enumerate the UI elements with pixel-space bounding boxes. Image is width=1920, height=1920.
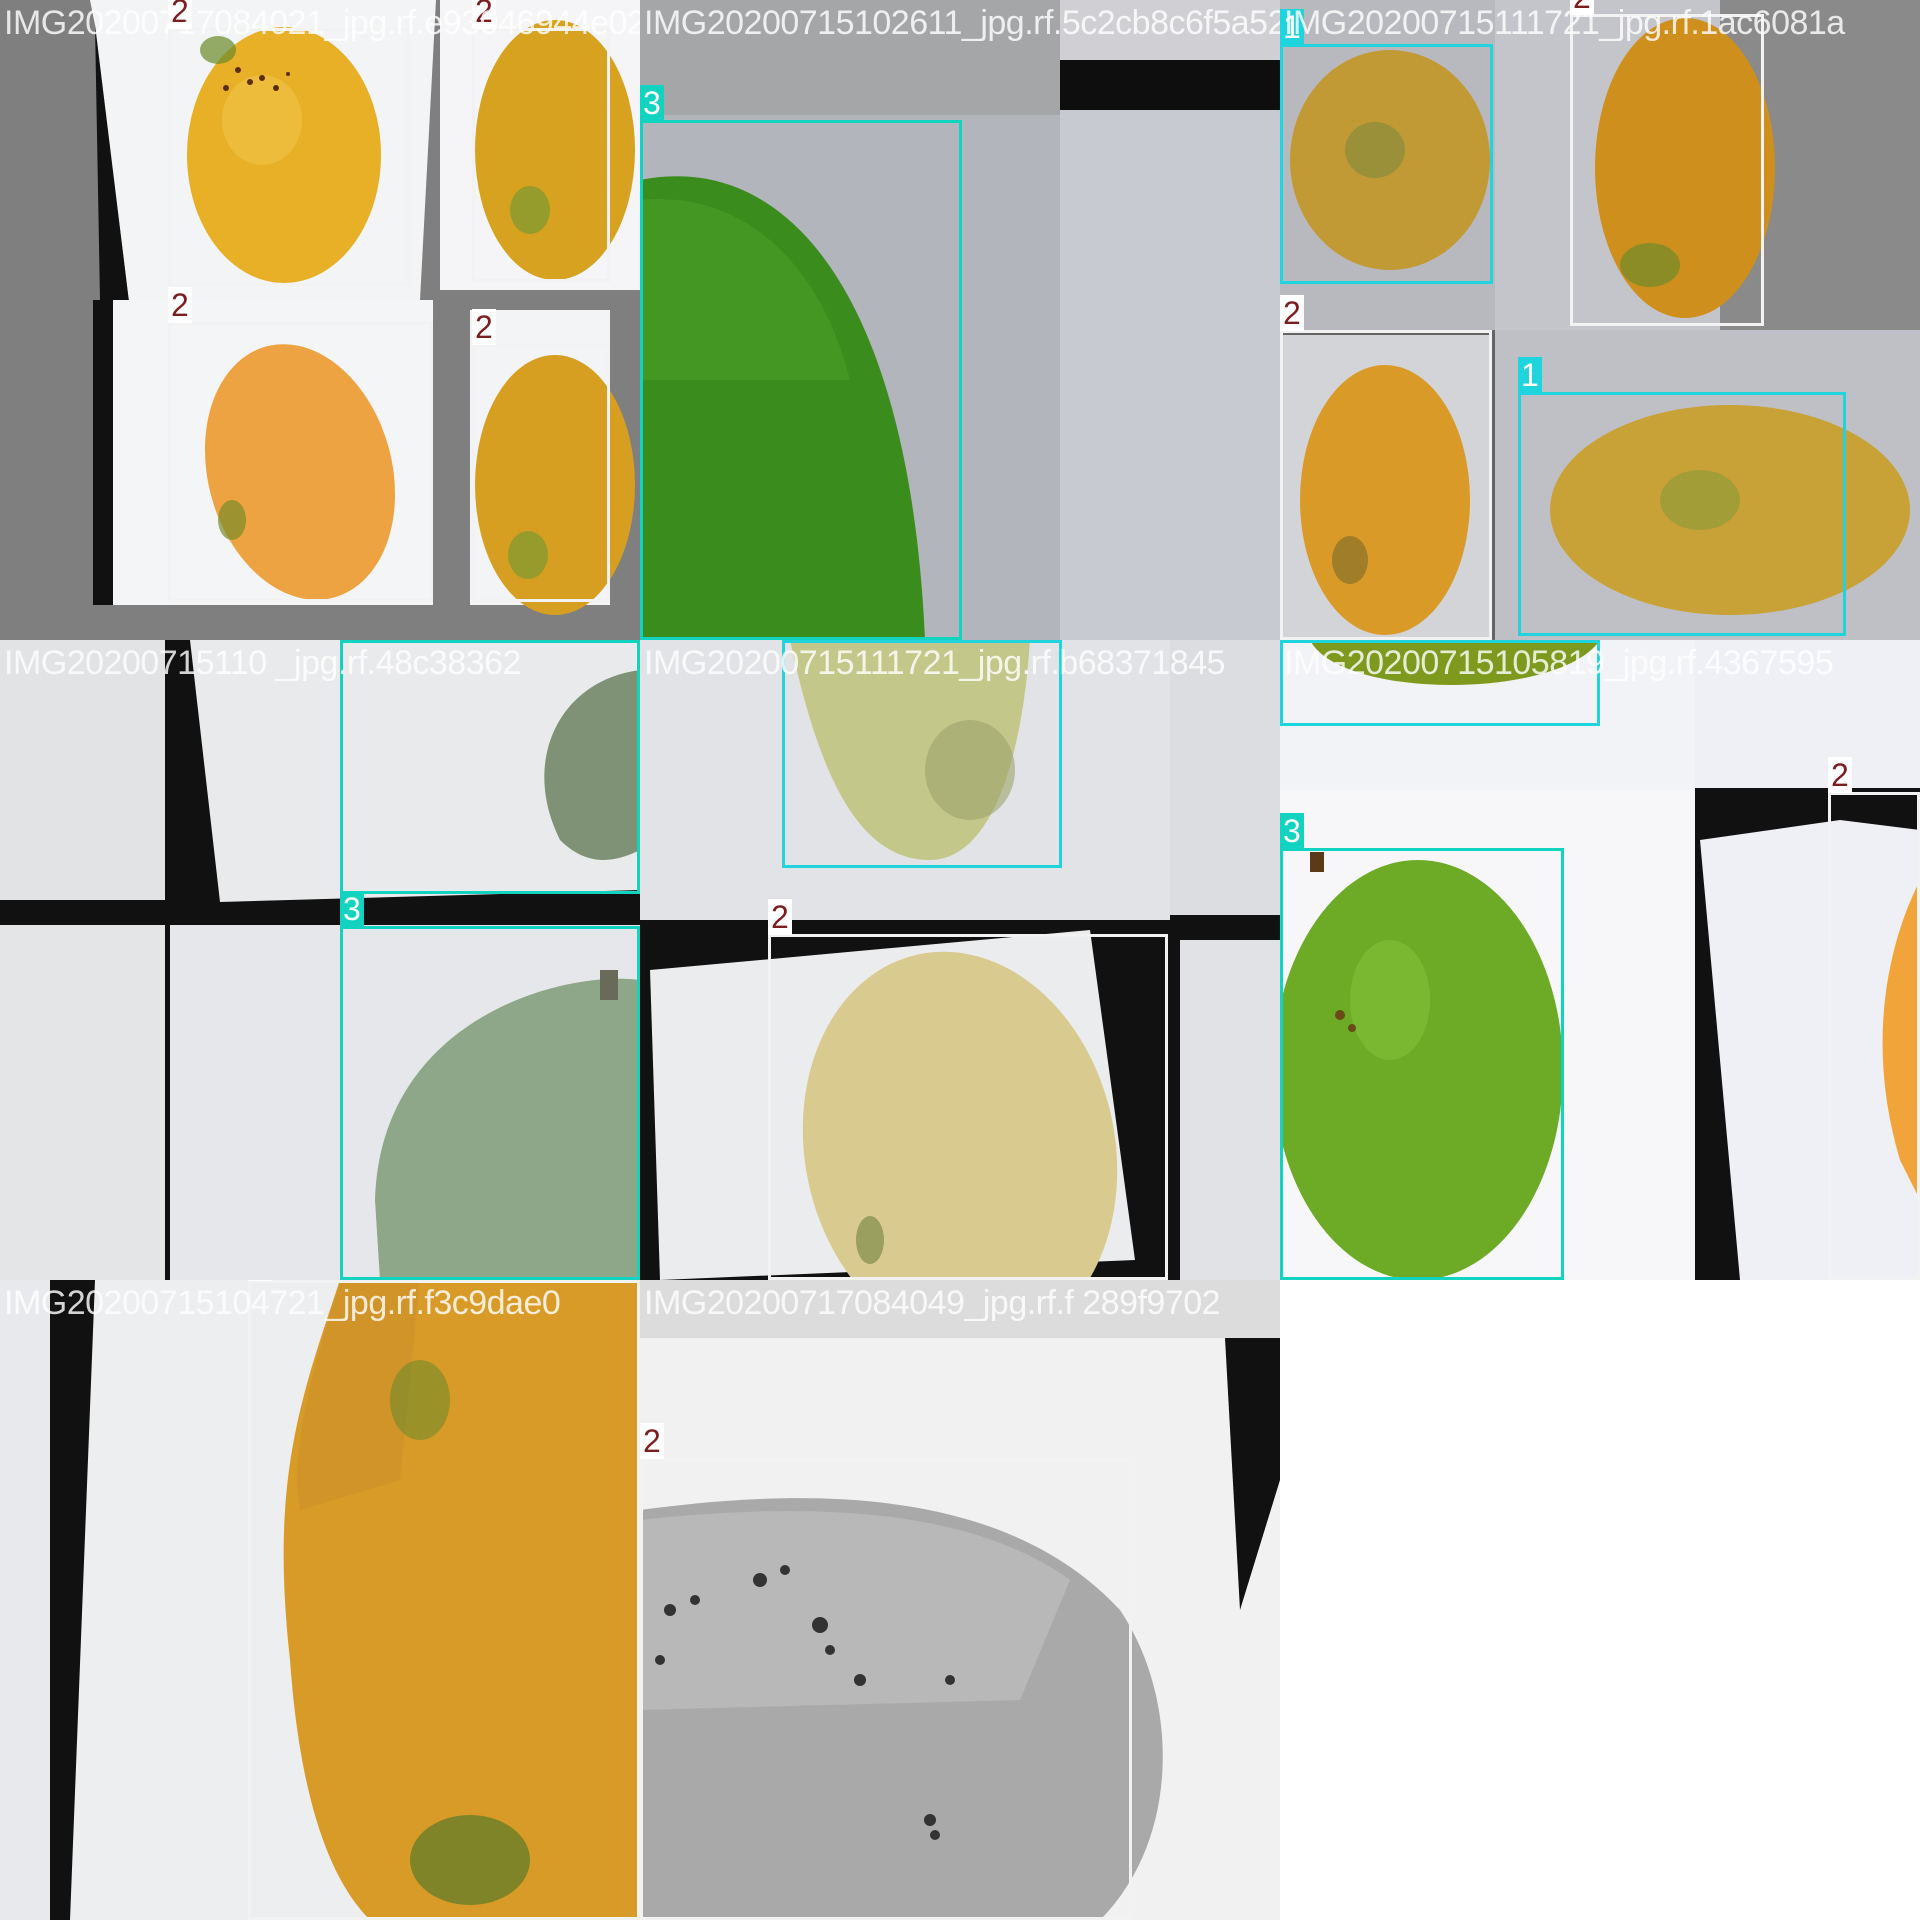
bounding-box-label: 1 xyxy=(1280,9,1304,45)
bounding-box: 1 xyxy=(1280,640,1600,726)
tile-photo xyxy=(640,640,1280,1280)
bounding-box: 2 xyxy=(168,0,410,286)
bounding-box-label: 1 xyxy=(782,640,806,641)
bounding-box-label: 1 xyxy=(1280,640,1304,641)
mosaic-tile: 1 2 IMG20200715111721_jpg.rf.b68371845 xyxy=(640,640,1280,1280)
bounding-box: 2 xyxy=(472,309,610,602)
mosaic-tile: 2 IMG20200715104721_jpg.rf.f3c9dae0 xyxy=(0,1280,640,1920)
mosaic-tile: 3 IMG20200715102611_jpg.rf.5c2cb8c6f5a52… xyxy=(640,0,1280,640)
bounding-box-label: 2 xyxy=(168,287,192,323)
bounding-box: 1 xyxy=(1518,357,1846,636)
mosaic-tile: 1 3 2 IMG20200715105819_jpg.rf.4367595 xyxy=(1280,640,1920,1280)
bounding-box: 2 xyxy=(248,1280,640,1920)
bounding-box-label: 2 xyxy=(248,1280,272,1281)
bounding-box: 3 xyxy=(340,891,640,1280)
bounding-box-label: 2 xyxy=(640,1423,664,1459)
bounding-box: 3 xyxy=(1280,813,1564,1280)
bounding-box-label: 2 xyxy=(1280,295,1304,331)
bounding-box-label: 1 xyxy=(1518,357,1542,393)
bounding-box: 1 xyxy=(1280,9,1493,284)
bounding-box-label: 3 xyxy=(340,891,364,927)
mosaic-tile: 3 3 IMG20200715110 _jpg.rf.48c38362 xyxy=(0,640,640,1280)
bounding-box: 2 xyxy=(640,1423,1132,1920)
bounding-box-label: 2 xyxy=(472,0,496,29)
bounding-box: 1 xyxy=(782,640,1062,868)
bounding-box-label: 2 xyxy=(168,0,192,29)
bounding-box-label: 2 xyxy=(1570,0,1594,15)
bounding-box: 2 xyxy=(768,899,1168,1280)
bounding-box: 3 xyxy=(640,85,962,640)
tile-photo xyxy=(0,640,640,1280)
mosaic-tile: 2 2 2 2 IMG20200717084021_jpg.rf.e930469… xyxy=(0,0,640,640)
bounding-box: 2 xyxy=(1280,295,1492,640)
bounding-box-label: 3 xyxy=(640,85,664,121)
bounding-box: 2 xyxy=(1828,757,1920,1280)
tile-photo xyxy=(1280,0,1920,640)
bounding-box: 3 xyxy=(340,640,640,894)
bounding-box-label: 3 xyxy=(1280,813,1304,849)
bounding-box-label: 2 xyxy=(768,899,792,935)
bounding-box-label: 3 xyxy=(340,640,364,641)
bounding-box: 2 xyxy=(1570,0,1764,326)
bounding-box: 2 xyxy=(168,287,433,602)
tile-photo xyxy=(0,1280,640,1920)
tile-photo xyxy=(640,1280,1280,1920)
bounding-box-label: 2 xyxy=(1828,757,1852,793)
tile-photo xyxy=(1280,640,1920,1280)
mosaic-tile: 2 IMG20200717084049_jpg.rf.f 289f9702 xyxy=(640,1280,1280,1920)
bounding-box-label: 2 xyxy=(472,309,496,345)
tile-photo xyxy=(0,0,640,640)
mosaic-tile: 1 2 2 1 IMG20200715111721_jpg.rf.1ac6081… xyxy=(1280,0,1920,640)
bounding-box: 2 xyxy=(472,0,610,282)
